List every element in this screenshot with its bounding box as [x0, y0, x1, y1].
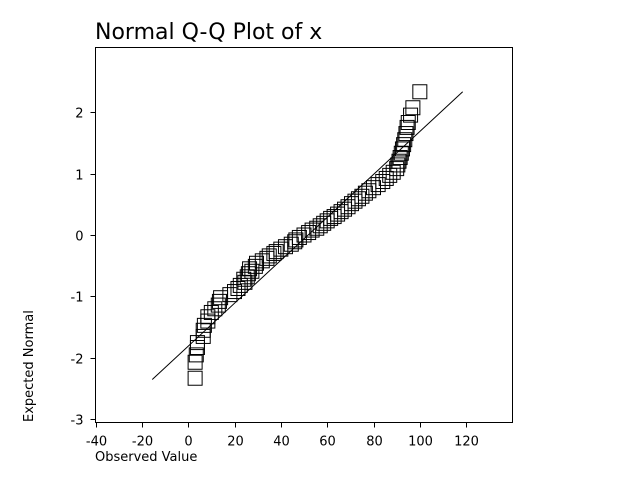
y-axis-label: Expected Normal	[22, 310, 37, 422]
data-point	[397, 132, 413, 148]
data-point	[370, 177, 386, 193]
y-tick-label: -3	[71, 414, 84, 429]
data-point	[244, 263, 260, 279]
x-tick-label: -20	[132, 435, 153, 450]
x-tick-label: -40	[86, 435, 107, 450]
chart-title: Normal Q-Q Plot of x	[95, 20, 322, 45]
x-tick-label: 20	[227, 435, 244, 450]
data-point	[227, 284, 242, 300]
y-axis: -3 -2 -1 0 1 2	[71, 107, 96, 429]
data-point	[396, 137, 412, 153]
data-point	[405, 100, 421, 116]
reference-line	[151, 91, 464, 380]
x-tick-label: 0	[184, 435, 192, 450]
x-tick-label: 100	[408, 435, 433, 450]
data-point	[392, 150, 408, 166]
x-axis: -40 -20 0 20 40 60 80 100 120	[86, 422, 479, 450]
data-point	[196, 317, 212, 333]
data-point	[236, 271, 252, 287]
data-point	[222, 287, 238, 303]
x-tick-label: 60	[319, 435, 336, 450]
data-point	[366, 180, 381, 196]
y-tick-label: 2	[75, 107, 83, 122]
data-point	[391, 153, 407, 169]
data-point	[394, 141, 410, 157]
x-tick-label: 80	[366, 435, 383, 450]
data-point	[268, 244, 284, 260]
y-tick-label: -1	[71, 291, 84, 306]
x-axis-label: Observed Value	[95, 450, 197, 465]
data-point	[361, 183, 377, 199]
data-point	[239, 269, 255, 285]
y-tick-label: 1	[75, 169, 83, 184]
x-tick-label: 120	[454, 435, 479, 450]
data-point	[189, 335, 205, 351]
data-point	[412, 84, 428, 100]
y-tick-label: -2	[71, 353, 84, 368]
data-points	[187, 84, 428, 386]
data-point	[187, 370, 203, 386]
y-tick-label: 0	[75, 230, 83, 245]
x-tick-label: 40	[273, 435, 290, 450]
data-point	[357, 185, 373, 201]
data-point	[398, 126, 414, 142]
data-point	[399, 119, 415, 135]
